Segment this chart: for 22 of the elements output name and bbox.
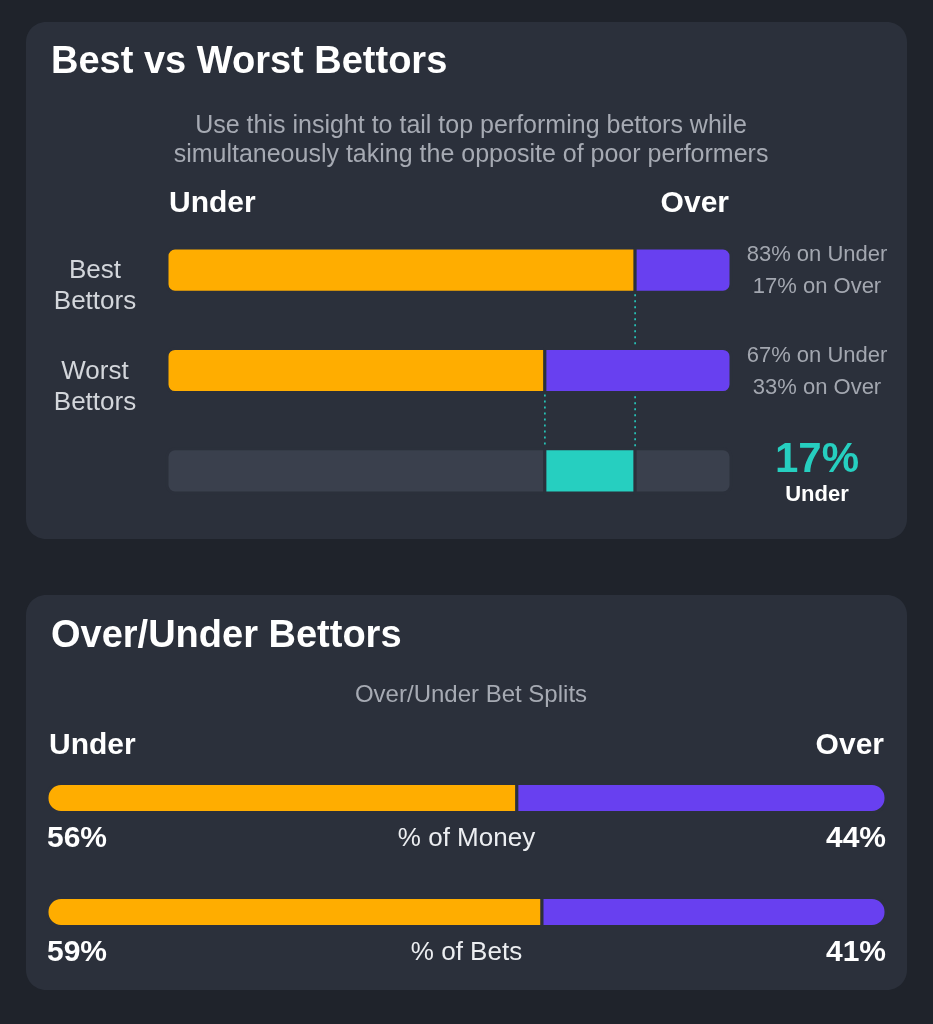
series-label: Over <box>815 727 885 760</box>
category-label: % of Money <box>397 822 536 852</box>
text: 17% <box>774 433 860 481</box>
category-label: Worst Bettors <box>53 354 137 416</box>
chart-title: Over/Under Bettors <box>51 613 402 655</box>
category-label: % of Bets <box>410 936 523 966</box>
data-label: 17% on Over <box>752 273 882 299</box>
chart-title: Best vs Worst Bettors <box>51 39 448 81</box>
data-label: 59% <box>47 934 108 967</box>
series-label: Over <box>660 185 730 218</box>
chart-subtitle: Over/Under Bet Splits <box>354 680 588 707</box>
series-label: Under <box>169 185 256 218</box>
data-label: 67% on Under <box>746 341 888 367</box>
data-label: 56% <box>47 820 108 853</box>
text: Under <box>785 480 850 506</box>
chart-subtitle: Use this insight to tail top performing bettors while simultaneously taking the opposite of poor performers <box>173 110 769 167</box>
series-label: Under <box>49 727 136 760</box>
category-label: Best Bettors <box>53 254 137 316</box>
data-label: 83% on Under <box>746 241 888 267</box>
data-label: 33% on Over <box>752 373 882 399</box>
data-label: 41% <box>825 934 886 967</box>
data-label: 44% <box>825 820 886 853</box>
